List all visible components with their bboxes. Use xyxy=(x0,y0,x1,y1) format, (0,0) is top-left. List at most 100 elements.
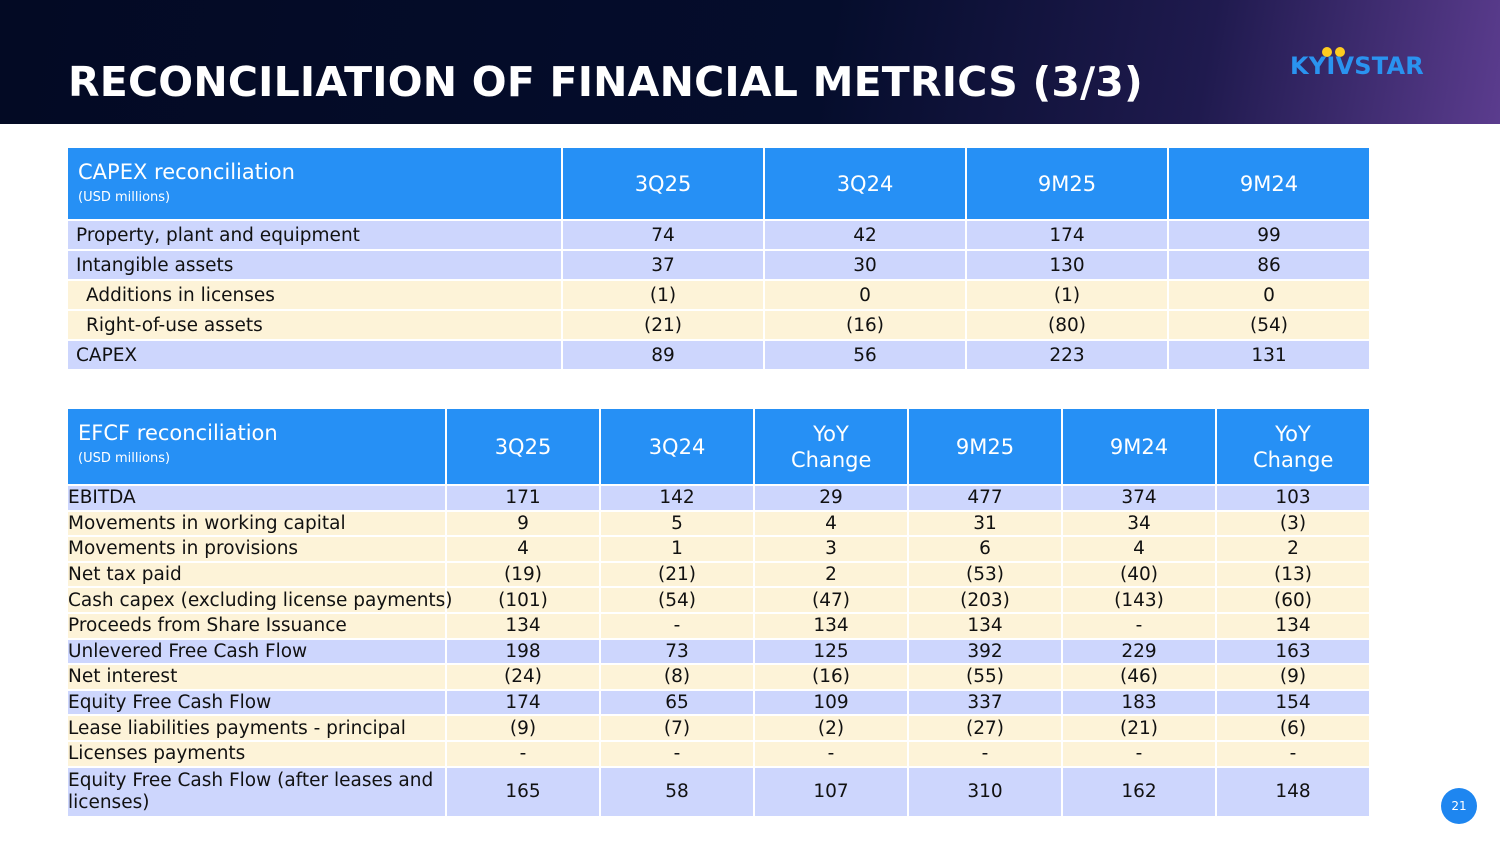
efcf-col-header: 9M25 xyxy=(907,407,1063,486)
cell-value: 163 xyxy=(1215,637,1371,666)
efcf-col-header: 3Q24 xyxy=(599,407,755,486)
cell-value: (9) xyxy=(445,714,601,742)
cell-value: (27) xyxy=(907,714,1063,742)
row-label: Intangible assets xyxy=(66,249,563,281)
capex-col-header: 9M25 xyxy=(965,146,1169,221)
cell-value: 109 xyxy=(753,688,909,717)
cell-value: 374 xyxy=(1061,484,1217,512)
row-label: Cash capex (excluding license payments) xyxy=(66,586,453,614)
table-row: Equity Free Cash Flow (after leases and … xyxy=(66,765,1371,818)
cell-value: (21) xyxy=(561,309,765,341)
capex-title-cell: CAPEX reconciliation (USD millions) xyxy=(66,146,563,221)
kyivstar-logo: KYIVSTAR xyxy=(1290,42,1440,82)
cell-value: 171 xyxy=(445,484,601,512)
cell-value: (21) xyxy=(1061,714,1217,742)
cell-value: (60) xyxy=(1215,586,1371,614)
cell-value: (54) xyxy=(599,586,755,614)
cell-value: 4 xyxy=(445,535,601,563)
cell-value: 58 xyxy=(599,765,755,818)
cell-value: (203) xyxy=(907,586,1063,614)
row-label: Movements in working capital xyxy=(66,509,447,538)
cell-value: (54) xyxy=(1167,309,1371,341)
cell-value: 107 xyxy=(753,765,909,818)
cell-value: 42 xyxy=(763,219,967,251)
logo-text: KYIVSTAR xyxy=(1290,52,1424,80)
cell-value: 86 xyxy=(1167,249,1371,281)
cell-value: 31 xyxy=(907,509,1063,538)
cell-value: 198 xyxy=(445,637,601,666)
table-row: Movements in provisions 4 1 3 6 4 2 xyxy=(66,535,1371,563)
cell-value: 5 xyxy=(599,509,755,538)
cell-value: 99 xyxy=(1167,219,1371,251)
table-row: Additions in licenses (1) 0 (1) 0 xyxy=(66,279,1371,311)
cell-value: (53) xyxy=(907,560,1063,589)
cell-value: 392 xyxy=(907,637,1063,666)
cell-value: 30 xyxy=(763,249,967,281)
row-label: Right-of-use assets xyxy=(66,309,563,341)
row-label: Property, plant and equipment xyxy=(66,219,563,251)
cell-value: 9 xyxy=(445,509,601,538)
cell-value: 4 xyxy=(753,509,909,538)
cell-value: 131 xyxy=(1167,339,1371,371)
cell-value: - xyxy=(1061,739,1217,768)
row-label: Licenses payments xyxy=(66,739,447,768)
cell-value: 310 xyxy=(907,765,1063,818)
page-title: RECONCILIATION OF FINANCIAL METRICS (3/3… xyxy=(68,58,1143,106)
row-label: Equity Free Cash Flow xyxy=(66,688,447,717)
cell-value: (1) xyxy=(965,279,1169,311)
cell-value: 65 xyxy=(599,688,755,717)
cell-value: (24) xyxy=(445,663,601,691)
cell-value: (46) xyxy=(1061,663,1217,691)
table-row: EBITDA 171 142 29 477 374 103 xyxy=(66,484,1371,512)
page-number-badge: 21 xyxy=(1441,788,1477,824)
cell-value: 148 xyxy=(1215,765,1371,818)
cell-value: 174 xyxy=(965,219,1169,251)
row-label: Additions in licenses xyxy=(66,279,563,311)
cell-value: 2 xyxy=(753,560,909,589)
cell-value: 165 xyxy=(445,765,601,818)
cell-value: 183 xyxy=(1061,688,1217,717)
cell-value: 0 xyxy=(1167,279,1371,311)
cell-value: (7) xyxy=(599,714,755,742)
row-label: CAPEX xyxy=(66,339,563,371)
cell-value: (16) xyxy=(763,309,967,341)
capex-header-row: CAPEX reconciliation (USD millions) 3Q25… xyxy=(66,146,1371,221)
cell-value: 2 xyxy=(1215,535,1371,563)
cell-value: 34 xyxy=(1061,509,1217,538)
cell-value: 223 xyxy=(965,339,1169,371)
cell-value: - xyxy=(1061,611,1217,640)
table-row: Movements in working capital 9 5 4 31 34 (3) xyxy=(66,509,1371,538)
capex-col-header: 9M24 xyxy=(1167,146,1371,221)
capex-reconciliation-table: CAPEX reconciliation (USD millions) 3Q25… xyxy=(66,146,1371,371)
cell-value: (9) xyxy=(1215,663,1371,691)
header-banner: RECONCILIATION OF FINANCIAL METRICS (3/3… xyxy=(0,0,1500,124)
cell-value: 56 xyxy=(763,339,967,371)
cell-value: (13) xyxy=(1215,560,1371,589)
cell-value: (19) xyxy=(445,560,601,589)
capex-unit: (USD millions) xyxy=(78,190,171,205)
row-label: Lease liabilities payments - principal xyxy=(66,714,447,742)
cell-value: 74 xyxy=(561,219,765,251)
capex-col-header: 3Q25 xyxy=(561,146,765,221)
efcf-title-cell: EFCF reconciliation (USD millions) xyxy=(66,407,447,486)
table-row: Net tax paid (19) (21) 2 (53) (40) (13) xyxy=(66,560,1371,589)
cell-value: (3) xyxy=(1215,509,1371,538)
row-label: Net interest xyxy=(66,663,447,691)
efcf-unit: (USD millions) xyxy=(78,451,171,466)
cell-value: 0 xyxy=(763,279,967,311)
table-row: Cash capex (excluding license payments) (… xyxy=(66,586,1371,614)
cell-value: 337 xyxy=(907,688,1063,717)
efcf-col-header: YoY Change xyxy=(753,407,909,486)
cell-value: (143) xyxy=(1061,586,1217,614)
table-row: Licenses payments - - - - - - xyxy=(66,739,1371,768)
cell-value: - xyxy=(445,739,601,768)
cell-value: - xyxy=(907,739,1063,768)
cell-value: (55) xyxy=(907,663,1063,691)
efcf-header-row: EFCF reconciliation (USD millions) 3Q25 … xyxy=(66,407,1371,486)
row-label: Proceeds from Share Issuance xyxy=(66,611,447,640)
row-label: EBITDA xyxy=(66,484,447,512)
table-row: Net interest (24) (8) (16) (55) (46) (9) xyxy=(66,663,1371,691)
cell-value: (80) xyxy=(965,309,1169,341)
efcf-col-header: YoY Change xyxy=(1215,407,1371,486)
table-row: Intangible assets 37 30 130 86 xyxy=(66,249,1371,281)
